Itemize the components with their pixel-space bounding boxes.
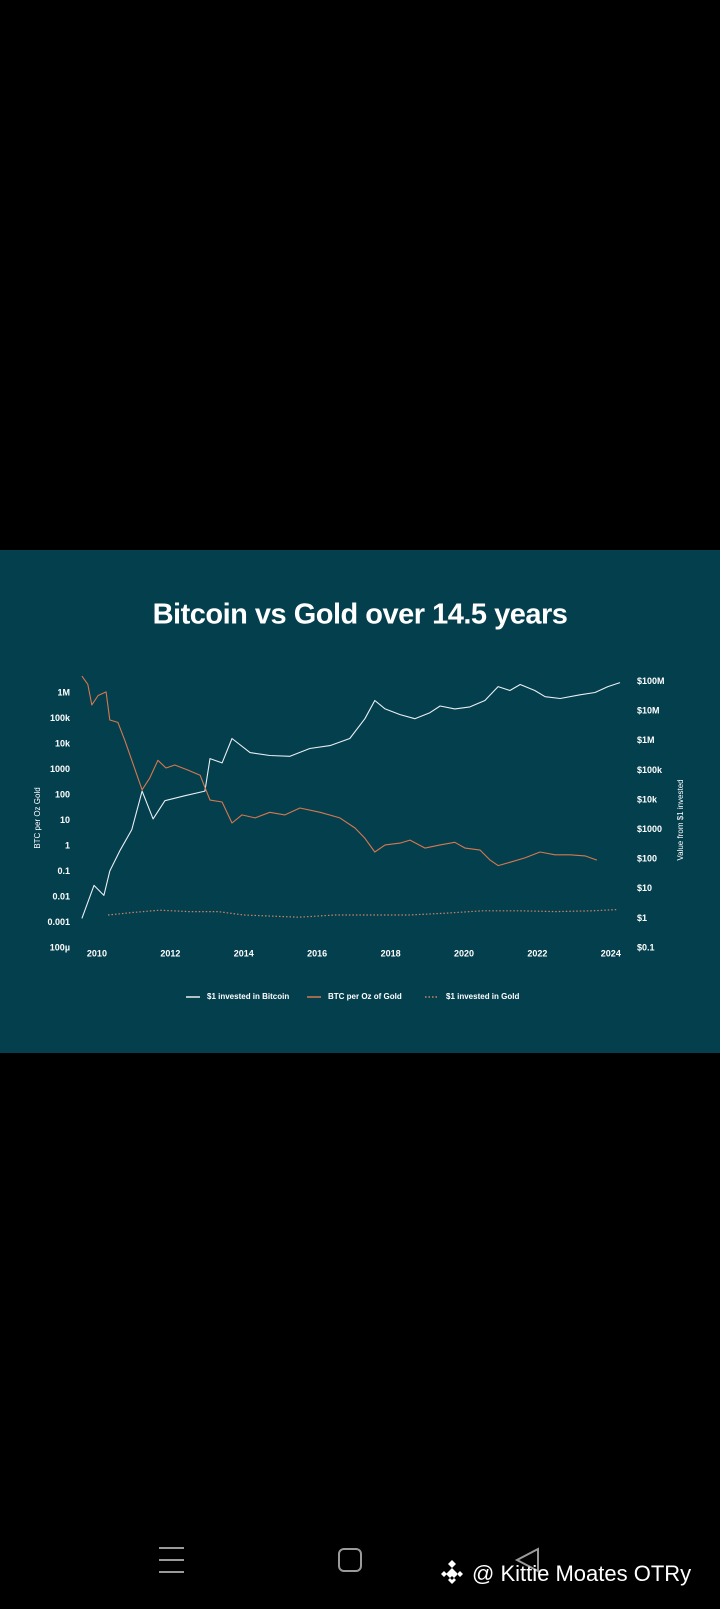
home-button[interactable] — [338, 1548, 362, 1572]
nav-bar — [159, 1547, 539, 1573]
y2-tick-label: $1M — [637, 735, 655, 745]
y2-tick-label: $10M — [637, 706, 660, 716]
y2-tick-label: $10k — [637, 794, 658, 804]
y-tick-label: 1M — [57, 687, 70, 697]
y2-tick-label: $100M — [637, 676, 665, 686]
y-tick-label: 100µ — [50, 942, 70, 952]
y2-tick-label: $0.1 — [637, 942, 655, 952]
legend-label: $1 invested in Gold — [446, 992, 519, 1001]
y2-axis-label: Value from $1 invested — [676, 779, 685, 860]
legend-label: BTC per Oz of Gold — [328, 992, 402, 1001]
series-line — [107, 908, 619, 918]
y-tick-label: 10k — [55, 738, 71, 748]
series-line — [81, 682, 621, 919]
x-tick-label: 2016 — [307, 948, 327, 958]
x-tick-label: 2018 — [381, 948, 401, 958]
x-tick-label: 2012 — [160, 948, 180, 958]
y-tick-label: 0.01 — [52, 891, 70, 901]
chart-title: Bitcoin vs Gold over 14.5 years — [153, 599, 568, 631]
y-tick-label: 100k — [50, 713, 71, 723]
x-tick-label: 2024 — [601, 948, 621, 958]
legend-label: $1 invested in Bitcoin — [207, 992, 289, 1001]
y2-tick-label: $100k — [637, 765, 663, 775]
x-tick-label: 2020 — [454, 948, 474, 958]
series-line — [81, 675, 598, 867]
y-tick-label: 1000 — [50, 764, 70, 774]
y2-tick-label: $1 — [637, 913, 647, 923]
y2-tick-label: $10 — [637, 883, 652, 893]
back-button[interactable] — [514, 1547, 539, 1573]
y2-tick-label: $100 — [637, 854, 657, 864]
watermark-logo — [441, 1560, 463, 1584]
menu-button[interactable] — [159, 1547, 184, 1573]
watermark: @ Kittie Moates OTRy — [472, 1561, 691, 1586]
x-tick-label: 2010 — [87, 948, 107, 958]
y-tick-label: 10 — [60, 815, 70, 825]
chart-panel — [0, 550, 720, 1053]
y-tick-label: 100 — [55, 789, 70, 799]
x-tick-label: 2014 — [234, 948, 254, 958]
y-axis-label: BTC per Oz Gold — [33, 787, 42, 848]
x-tick-label: 2022 — [527, 948, 547, 958]
y-tick-label: 1 — [65, 840, 70, 850]
y2-tick-label: $1000 — [637, 824, 662, 834]
y-tick-label: 0.1 — [57, 866, 70, 876]
y-tick-label: 0.001 — [47, 917, 70, 927]
